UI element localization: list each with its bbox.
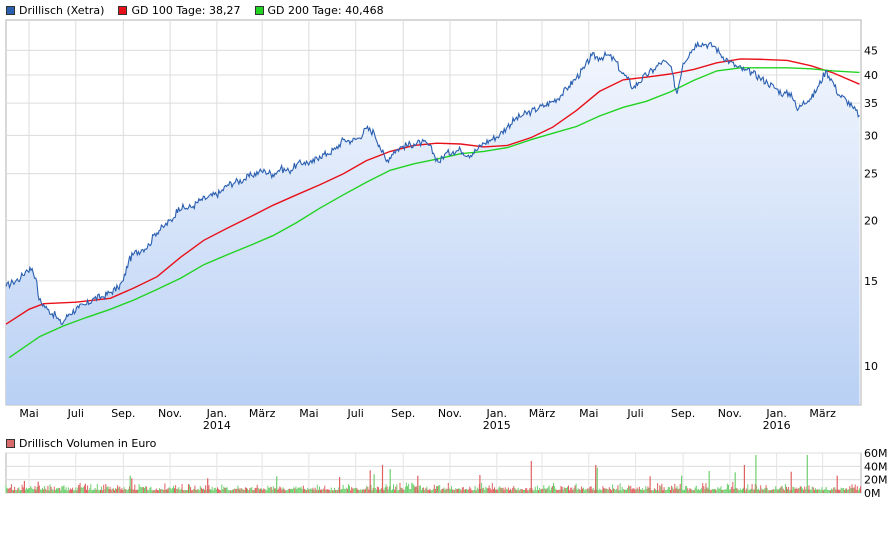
x-tick-year-label: 2015 bbox=[483, 419, 511, 432]
x-tick-label: Mai bbox=[299, 407, 318, 420]
x-tick-label: Nov. bbox=[438, 407, 462, 420]
x-tick-label: März bbox=[249, 407, 276, 420]
volume-tick-label-y: 60M bbox=[864, 447, 888, 460]
price-tick-label-y: 20 bbox=[864, 214, 878, 227]
x-tick-year-label: 2016 bbox=[763, 419, 791, 432]
x-tick-label: Sep. bbox=[111, 407, 135, 420]
price-tick-label-y: 45 bbox=[864, 44, 878, 57]
legend-item-price: Drillisch (Xetra) bbox=[6, 4, 104, 17]
price-tick-label-y: 40 bbox=[864, 69, 878, 82]
price-line bbox=[5, 40, 860, 326]
x-tick-label: Sep. bbox=[391, 407, 415, 420]
x-tick-year-label: 2014 bbox=[203, 419, 231, 432]
x-tick-label: März bbox=[809, 407, 836, 420]
volume-legend: Drillisch Volumen in Euro bbox=[6, 437, 156, 450]
gd100-line bbox=[5, 58, 860, 325]
legend-item-gd100: GD 100 Tage: 38,27 bbox=[118, 3, 241, 17]
volume-tick-label-y: 20M bbox=[864, 474, 888, 487]
x-tick-label: Juli bbox=[347, 407, 364, 420]
x-tick-label: Jan. bbox=[486, 407, 507, 420]
price-tick-label-y: 30 bbox=[864, 129, 878, 142]
price-tick-label-y: 15 bbox=[864, 275, 878, 288]
volume-tick-label-y: 40M bbox=[864, 460, 888, 473]
gd100-swatch bbox=[118, 5, 128, 15]
legend-gd100-label: GD 100 Tage: 38,27 bbox=[131, 3, 241, 17]
price-tick-label-y: 35 bbox=[864, 97, 878, 110]
legend-gd200-label: GD 200 Tage: 40,468 bbox=[267, 3, 384, 17]
volume-plot-frame bbox=[5, 452, 862, 494]
volume-tick-label-y: 0M bbox=[864, 487, 881, 500]
price-area-fill bbox=[6, 42, 860, 405]
legend-volume-label: Drillisch Volumen in Euro bbox=[19, 437, 157, 450]
price-swatch bbox=[6, 5, 15, 15]
gd200-swatch bbox=[254, 5, 264, 15]
x-tick-label: Sep. bbox=[671, 407, 695, 420]
x-tick-label: Juli bbox=[626, 407, 643, 420]
price-tick-label-y: 25 bbox=[864, 168, 878, 181]
x-tick-label: März bbox=[529, 407, 556, 420]
x-tick-label: Nov. bbox=[158, 407, 182, 420]
x-tick-label: Mai bbox=[579, 407, 598, 420]
legend-price-label: Drillisch (Xetra) bbox=[19, 3, 105, 17]
legend-item-gd200: GD 200 Tage: 40,468 bbox=[254, 3, 384, 17]
chart-legend: Drillisch (Xetra) GD 100 Tage: 38,27 GD … bbox=[6, 3, 398, 17]
volume-swatch bbox=[6, 439, 15, 448]
x-tick-label: Nov. bbox=[718, 407, 742, 420]
x-tick-label: Jan. bbox=[765, 407, 786, 420]
x-tick-label: Mai bbox=[19, 407, 38, 420]
price-tick-label-y: 10 bbox=[864, 360, 878, 373]
x-tick-label: Jan. bbox=[206, 407, 227, 420]
x-tick-label: Juli bbox=[67, 407, 84, 420]
